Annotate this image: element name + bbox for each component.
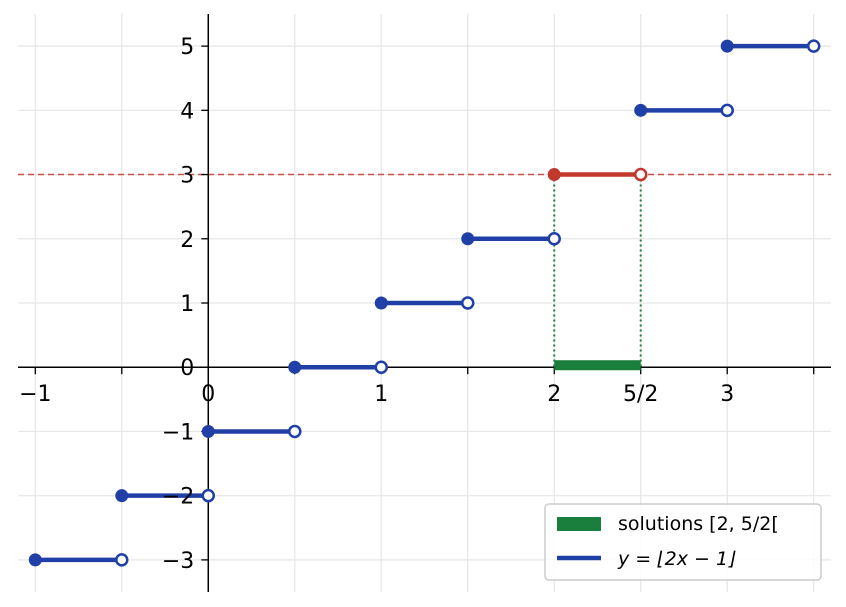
step-closed-point — [201, 424, 215, 438]
step-open-point — [720, 103, 734, 118]
y-tick-label: 1 — [180, 292, 194, 317]
legend-frame — [544, 503, 822, 581]
step-open-point — [547, 232, 561, 246]
y-tick-label: 0 — [180, 356, 194, 381]
y-tick-label: 5 — [180, 35, 194, 60]
step-closed-point — [720, 39, 734, 53]
step-closed-point — [28, 553, 42, 567]
legend-solution-swatch — [557, 517, 601, 531]
legend: solutions [2, 5/2[ y = ⌊2x − 1⌋ — [544, 503, 822, 581]
step-closed-point — [374, 296, 388, 310]
y-tick-label: 2 — [180, 228, 194, 253]
step-open-point — [460, 296, 475, 310]
solution-layer — [553, 174, 642, 371]
highlight-step-open-point — [633, 167, 648, 182]
step-open-point — [115, 553, 129, 567]
step-closed-point — [288, 360, 302, 374]
step-open-point — [374, 360, 389, 374]
step-open-point — [806, 39, 821, 53]
step-closed-point — [634, 103, 648, 117]
x-tick-label: −1 — [19, 382, 51, 407]
legend-series-label: y = ⌊2x − 1⌋ — [617, 548, 736, 570]
step-open-point — [201, 488, 216, 503]
x-tick-label: 1 — [374, 382, 388, 407]
y-tick-label: 4 — [180, 99, 194, 124]
y-tick-label: −3 — [162, 549, 194, 574]
x-tick-label: 5/2 — [623, 382, 658, 407]
legend-solution-label: solutions [2, 5/2[ — [618, 513, 779, 535]
x-tick-label: 2 — [547, 382, 561, 407]
step-open-point — [288, 424, 302, 439]
step-closed-point — [115, 489, 129, 503]
y-tick-label: 3 — [180, 164, 194, 189]
highlight-step-closed-point — [547, 168, 561, 182]
y-tick-label: −2 — [162, 485, 194, 510]
solution-interval-band — [554, 360, 641, 371]
tick-labels: −1 0 1 2 5/2 3 −3 −2 −1 0 1 2 3 4 5 — [19, 35, 734, 574]
series-layer — [28, 39, 821, 567]
x-tick-label: 0 — [201, 382, 215, 407]
step-closed-point — [461, 232, 475, 246]
x-tick-label: 3 — [720, 382, 734, 407]
y-tick-label: −1 — [162, 420, 194, 445]
